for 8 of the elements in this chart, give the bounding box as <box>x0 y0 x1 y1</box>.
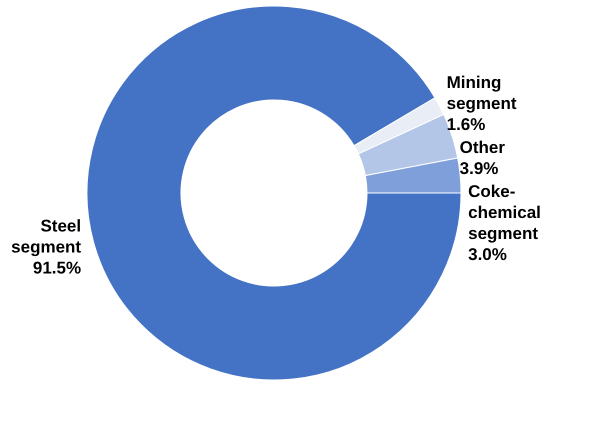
slice-label: Mining segment <box>446 72 517 113</box>
slice-label: Coke-chemical segment <box>468 182 541 243</box>
slice-label: Steel segment <box>11 216 82 256</box>
slice-label: Other <box>460 138 506 157</box>
data-label: 1.6% <box>446 114 486 134</box>
data-label: 91.5% <box>32 258 82 278</box>
data-label: 3.9% <box>460 158 498 178</box>
data-label: 3.0% <box>468 244 507 264</box>
